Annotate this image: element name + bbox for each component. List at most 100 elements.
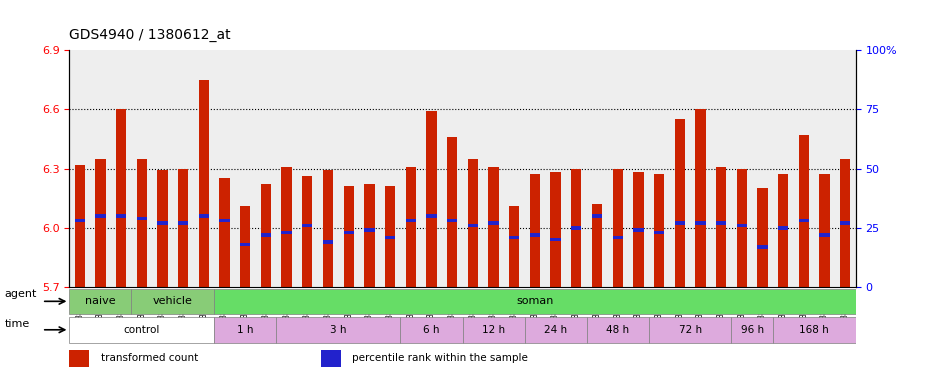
- Bar: [157, 170, 167, 287]
- Bar: [178, 169, 189, 287]
- Bar: [648, 317, 732, 343]
- Bar: [281, 167, 291, 287]
- Bar: [69, 350, 89, 367]
- Bar: [468, 223, 478, 227]
- Bar: [696, 221, 706, 225]
- Bar: [447, 137, 457, 287]
- Bar: [571, 169, 582, 287]
- Bar: [116, 109, 127, 287]
- Bar: [116, 214, 127, 218]
- Bar: [773, 317, 856, 343]
- Bar: [509, 235, 520, 239]
- Bar: [215, 317, 277, 343]
- Text: agent: agent: [5, 289, 37, 299]
- Bar: [69, 317, 215, 343]
- Bar: [405, 219, 416, 222]
- Bar: [261, 184, 271, 287]
- Bar: [219, 179, 229, 287]
- Bar: [592, 204, 602, 287]
- Bar: [69, 288, 131, 314]
- Bar: [840, 159, 850, 287]
- Bar: [654, 231, 664, 234]
- Bar: [364, 184, 375, 287]
- Text: transformed count: transformed count: [101, 353, 198, 363]
- Bar: [199, 214, 209, 218]
- Text: 48 h: 48 h: [606, 325, 629, 335]
- Bar: [674, 119, 684, 287]
- Bar: [426, 214, 437, 218]
- Bar: [736, 223, 747, 227]
- Bar: [75, 165, 85, 287]
- Bar: [405, 167, 416, 287]
- Bar: [137, 217, 147, 220]
- Bar: [571, 226, 582, 230]
- Bar: [240, 243, 251, 246]
- Bar: [321, 350, 340, 367]
- Text: 3 h: 3 h: [330, 325, 347, 335]
- Bar: [530, 233, 540, 237]
- Bar: [488, 167, 499, 287]
- Bar: [240, 206, 251, 287]
- Bar: [364, 228, 375, 232]
- Bar: [778, 174, 788, 287]
- Text: 168 h: 168 h: [799, 325, 829, 335]
- Text: 96 h: 96 h: [741, 325, 764, 335]
- Bar: [798, 219, 809, 222]
- Bar: [840, 221, 850, 225]
- Text: control: control: [124, 325, 160, 335]
- Bar: [634, 228, 644, 232]
- Bar: [524, 317, 586, 343]
- Bar: [530, 174, 540, 287]
- Bar: [820, 174, 830, 287]
- Bar: [550, 172, 561, 287]
- Bar: [137, 159, 147, 287]
- Bar: [178, 221, 189, 225]
- Bar: [674, 221, 684, 225]
- Bar: [343, 231, 354, 234]
- Bar: [798, 135, 809, 287]
- Bar: [323, 170, 333, 287]
- Text: time: time: [5, 319, 30, 329]
- Bar: [131, 288, 215, 314]
- Bar: [157, 221, 167, 225]
- Text: 24 h: 24 h: [544, 325, 567, 335]
- Bar: [716, 167, 726, 287]
- Bar: [696, 109, 706, 287]
- Bar: [447, 219, 457, 222]
- Bar: [634, 172, 644, 287]
- Bar: [758, 188, 768, 287]
- Bar: [758, 245, 768, 248]
- Bar: [302, 223, 313, 227]
- Bar: [736, 169, 747, 287]
- Text: naive: naive: [85, 296, 116, 306]
- Text: percentile rank within the sample: percentile rank within the sample: [352, 353, 528, 363]
- Bar: [462, 317, 524, 343]
- Bar: [612, 169, 623, 287]
- Bar: [215, 288, 856, 314]
- Text: 1 h: 1 h: [237, 325, 253, 335]
- Bar: [281, 231, 291, 234]
- Text: soman: soman: [516, 296, 553, 306]
- Bar: [468, 159, 478, 287]
- Bar: [401, 317, 462, 343]
- Bar: [778, 226, 788, 230]
- Text: vehicle: vehicle: [153, 296, 192, 306]
- Bar: [550, 238, 561, 242]
- Bar: [95, 214, 105, 218]
- Bar: [343, 186, 354, 287]
- Bar: [75, 219, 85, 222]
- Bar: [716, 221, 726, 225]
- Bar: [426, 111, 437, 287]
- Text: GDS4940 / 1380612_at: GDS4940 / 1380612_at: [69, 28, 231, 41]
- Bar: [261, 233, 271, 237]
- Bar: [385, 235, 395, 239]
- Bar: [586, 317, 648, 343]
- Bar: [509, 206, 520, 287]
- Bar: [385, 186, 395, 287]
- Bar: [592, 214, 602, 218]
- Text: 12 h: 12 h: [482, 325, 505, 335]
- Bar: [732, 317, 773, 343]
- Bar: [219, 219, 229, 222]
- Bar: [277, 317, 401, 343]
- Bar: [612, 235, 623, 239]
